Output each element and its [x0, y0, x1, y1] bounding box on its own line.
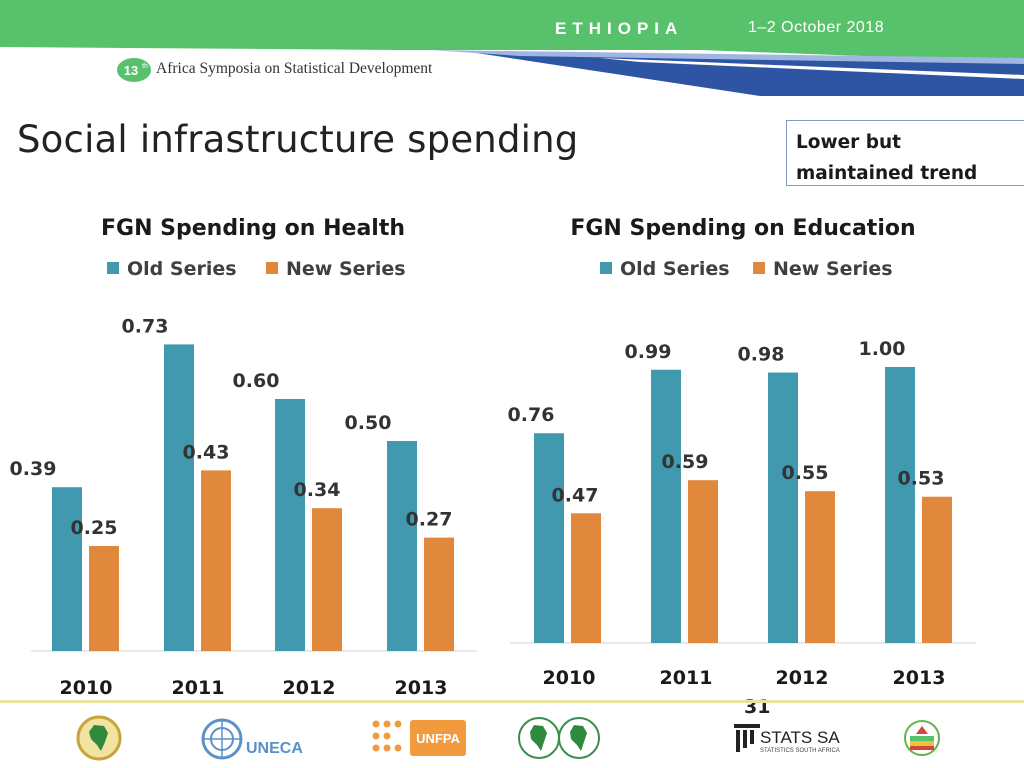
header-banner	[0, 0, 1024, 96]
education-legend-old-label: Old Series	[620, 258, 730, 280]
education-label-new-2013: 0.53	[898, 468, 945, 490]
header-white-stripe	[600, 58, 1024, 79]
unfpa-logo-text: UNFPA	[416, 731, 460, 746]
education-label-new-2010: 0.47	[552, 484, 599, 506]
symposium-name: Africa Symposia on Statistical Developme…	[156, 60, 433, 77]
education-legend-old-swatch	[600, 262, 612, 274]
health-legend-old-label: Old Series	[127, 258, 237, 280]
health-bar-new-2013	[424, 537, 454, 651]
health-label-new-2011: 0.43	[183, 441, 230, 463]
education-bar-old-2013	[885, 367, 915, 643]
trend-callout-box: Lower but maintained trend	[786, 120, 1024, 186]
health-category-2012: 2012	[283, 677, 336, 699]
health-label-old-2011: 0.73	[122, 315, 169, 337]
health-chart-title: FGN Spending on Health	[101, 216, 405, 241]
education-label-new-2011: 0.59	[662, 451, 709, 473]
education-legend-new-swatch	[753, 262, 765, 274]
footer-rule	[0, 700, 1024, 703]
trend-callout-text: Lower but maintained trend	[796, 132, 978, 184]
uneca-logo-text: UNECA	[246, 740, 303, 757]
unfpa-badge: UNFPA	[410, 720, 466, 756]
education-category-2010: 2010	[543, 667, 596, 689]
health-legend-old-swatch	[107, 262, 119, 274]
health-bar-old-2010	[52, 487, 82, 651]
health-label-old-2012: 0.60	[233, 370, 280, 392]
education-bar-new-2010	[571, 513, 601, 643]
health-legend-new-label: New Series	[286, 258, 406, 280]
education-chart-title: FGN Spending on Education	[570, 216, 915, 241]
stats-sa-icon	[734, 724, 760, 752]
symposium-number: 13	[124, 63, 138, 78]
health-category-2013: 2013	[395, 677, 448, 699]
education-label-old-2013: 1.00	[859, 338, 906, 360]
education-bar-old-2012	[768, 372, 798, 643]
education-category-2011: 2011	[660, 667, 713, 689]
health-label-new-2010: 0.25	[71, 517, 118, 539]
education-bar-old-2010	[534, 433, 564, 643]
education-bar-new-2013	[922, 496, 952, 643]
health-label-new-2012: 0.34	[294, 479, 341, 501]
education-legend-new-label: New Series	[773, 258, 893, 280]
country-label: ETHIOPIA	[555, 19, 684, 38]
education-bar-new-2012	[805, 491, 835, 643]
health-label-old-2013: 0.50	[345, 412, 392, 434]
stats-sa-logo-subtext: STATISTICS SOUTH AFRICA	[760, 748, 840, 754]
symposium-suffix: th	[142, 63, 148, 70]
education-label-old-2011: 0.99	[625, 341, 672, 363]
header-light-swoosh	[430, 50, 1024, 64]
health-bar-old-2013	[387, 441, 417, 651]
unfpa-dots-icon	[372, 720, 402, 752]
education-label-new-2012: 0.55	[782, 462, 829, 484]
health-bar-new-2012	[312, 508, 342, 651]
un-emblem-icon	[201, 718, 243, 760]
header-blue-swoosh	[470, 52, 1024, 96]
health-bar-new-2011	[201, 470, 231, 651]
ethiopia-emblem-icon	[904, 720, 940, 756]
education-label-old-2012: 0.98	[738, 344, 785, 366]
event-dates: 1–2 October 2018	[748, 19, 885, 36]
header-green-band	[0, 0, 1024, 62]
health-label-new-2013: 0.27	[406, 509, 453, 531]
health-label-old-2010: 0.39	[10, 458, 57, 480]
health-category-2011: 2011	[172, 677, 225, 699]
health-bar-old-2012	[275, 399, 305, 651]
health-bar-new-2010	[89, 546, 119, 651]
education-bar-new-2011	[688, 480, 718, 643]
health-bar-old-2011	[164, 344, 194, 651]
education-category-2012: 2012	[776, 667, 829, 689]
page-title: Social infrastructure spending	[17, 118, 579, 161]
sadc-emblems-icon	[518, 717, 600, 759]
symposium-badge-icon: 13 th	[117, 58, 151, 82]
education-label-old-2010: 0.76	[508, 404, 555, 426]
education-bar-old-2011	[651, 369, 681, 643]
education-category-2013: 2013	[893, 667, 946, 689]
health-legend-new-swatch	[266, 262, 278, 274]
stats-sa-logo-text: STATS SA	[760, 728, 840, 747]
au-emblem-icon	[76, 715, 122, 761]
health-category-2010: 2010	[60, 677, 113, 699]
